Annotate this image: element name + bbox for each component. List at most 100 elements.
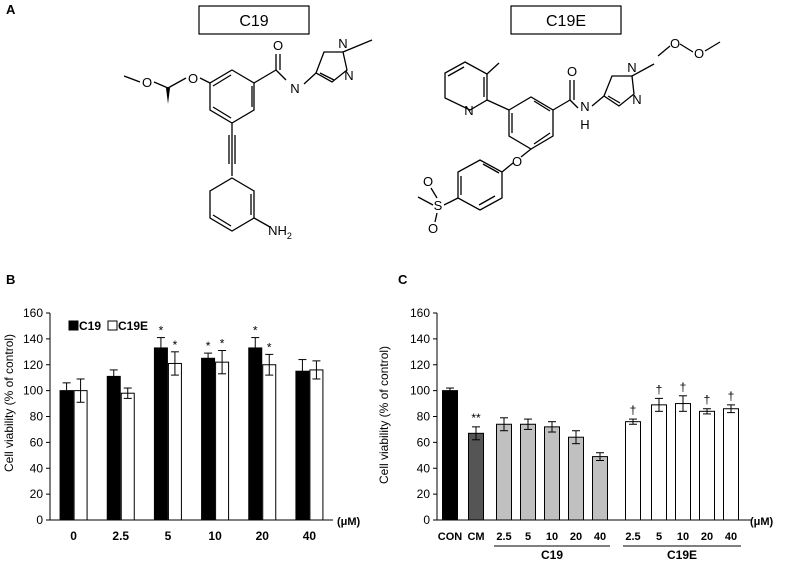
- chart-c-ytick-label: 160: [410, 306, 430, 320]
- chart-c-xtick-label: 10: [677, 531, 689, 543]
- svg-text:H: H: [580, 117, 589, 132]
- structure-c19-bonds: [123, 39, 373, 232]
- chart-c: Cell viability (% of control) (μM) 0 20 40…: [377, 306, 774, 562]
- structure-c19-title-box: [198, 5, 310, 35]
- structure-c19-atoms: O N O O N N NH2: [142, 36, 354, 241]
- chart-b-legend-label-c19: C19: [79, 319, 101, 333]
- chart-c-bar: [723, 408, 739, 521]
- chart-c-bar: [468, 432, 484, 521]
- panel-label-c: C: [398, 272, 408, 287]
- chart-b-significance-label: *: [173, 338, 178, 352]
- chart-c-significance-label: †: [656, 382, 663, 396]
- chart-c-xtick-label: 5: [656, 531, 662, 543]
- chart-c-bar: [442, 390, 458, 521]
- chart-c-ytick-label: 100: [410, 384, 430, 398]
- chart-c-xtick-label: 5: [525, 531, 531, 543]
- chart-c-ytick-label: 80: [417, 410, 431, 424]
- svg-text:O: O: [428, 221, 438, 236]
- chart-b-bar-c19e: [309, 369, 324, 521]
- chart-c-bar: [675, 403, 691, 521]
- chart-b-bar-c19: [201, 357, 216, 521]
- svg-text:S: S: [434, 198, 443, 213]
- chart-c-bar: [625, 421, 641, 521]
- chart-c-bar: [544, 426, 560, 521]
- panel-label-a: A: [6, 2, 16, 17]
- chart-b-unit: (μM): [337, 516, 361, 528]
- structure-c19: C19 O N: [123, 5, 373, 241]
- chart-c-significance-label: †: [728, 389, 735, 403]
- chart-b-ytick-label: 140: [23, 332, 43, 346]
- chart-c-ytick-label: 140: [410, 332, 430, 346]
- chart-b-ytick-label: 0: [36, 513, 43, 527]
- chart-c-significance-label: †: [704, 393, 711, 407]
- chart-c-bar: [568, 436, 584, 521]
- structure-c19e-title: C19E: [546, 13, 586, 30]
- chart-b-legend-label-c19e: C19E: [118, 319, 148, 333]
- chart-b-bar-c19: [248, 347, 263, 521]
- chart-c-unit: (μM): [750, 516, 774, 528]
- chart-b-ytick-label: 80: [30, 410, 44, 424]
- chart-b-xtick-label: 10: [208, 529, 222, 543]
- chart-b-xtick-label: 5: [165, 529, 172, 543]
- svg-text:O: O: [423, 174, 433, 189]
- chart-b-xtick-label: 0: [70, 529, 77, 543]
- svg-text:N: N: [580, 99, 589, 114]
- svg-text:O: O: [694, 46, 704, 61]
- svg-text:N: N: [338, 36, 347, 51]
- chart-c-ylabel: Cell viability (% of control): [377, 346, 391, 484]
- structure-c19-title: C19: [239, 13, 268, 30]
- chart-c-xtick-label: 20: [570, 531, 582, 543]
- structure-c19e-title-box: [510, 5, 622, 35]
- chart-b-bar-c19e: [167, 362, 182, 521]
- chart-b-significance-label: *: [267, 340, 272, 354]
- svg-text:O: O: [142, 75, 152, 90]
- chart-b-bar-c19e: [215, 361, 230, 521]
- chart-b-ytick-label: 100: [23, 384, 43, 398]
- structure-c19e: C19E: [417, 5, 721, 236]
- chart-c-ytick-label: 40: [417, 461, 431, 475]
- chart-c-xtick-label: 40: [725, 531, 737, 543]
- chart-c-bar: [651, 404, 667, 521]
- structure-c19-wedge: [166, 88, 170, 104]
- svg-text:O: O: [273, 38, 283, 53]
- chart-b-significance-label: *: [220, 337, 225, 351]
- chart-c-ytick-label: 120: [410, 358, 430, 372]
- chart-b-ytick-label: 160: [23, 306, 43, 320]
- chart-c-xtick-label: 2.5: [496, 531, 511, 543]
- chart-b-significance-label: *: [206, 339, 211, 353]
- chart-b-legend-swatch-c19e: [107, 320, 118, 331]
- svg-text:O: O: [567, 64, 577, 79]
- chart-c-xtick-label: CM: [467, 531, 484, 543]
- chart-c-ytick-label: 20: [417, 487, 431, 501]
- structure-c19e-bonds: [417, 41, 721, 223]
- chart-b-bar-c19: [153, 347, 168, 521]
- chart-c-bar: [496, 423, 512, 521]
- chart-c-xtick-label: CON: [438, 531, 463, 543]
- chart-c-significance-label: **: [471, 411, 481, 425]
- chart-b-bar-c19e: [73, 390, 88, 521]
- chart-c-significance-label: †: [680, 380, 687, 394]
- chart-b-ylabel: Cell viability (% of control): [2, 334, 16, 472]
- svg-text:N: N: [290, 81, 299, 96]
- chart-c-xtick-label: 20: [701, 531, 713, 543]
- chart-b-bar-c19: [106, 375, 121, 521]
- chart-c-bar: [699, 410, 715, 521]
- chart-b-legend-swatch-c19: [68, 320, 79, 331]
- structure-c19e-atoms: N O N H O S O O N N O O: [423, 36, 704, 236]
- chart-b-xtick-label: 40: [303, 529, 317, 543]
- chart-c-xtick-label: 2.5: [625, 531, 640, 543]
- svg-text:O: O: [670, 36, 680, 51]
- chart-c-significance-label: †: [630, 403, 637, 417]
- svg-text:N: N: [627, 60, 636, 75]
- chart-c-bar: [592, 456, 608, 521]
- chart-b: Cell viability (% of control) (μM) 0 20 40…: [2, 306, 361, 543]
- chart-b-significance-label: *: [159, 324, 164, 338]
- chart-b-xtick-label: 20: [256, 529, 270, 543]
- panel-label-b: B: [6, 272, 16, 287]
- svg-text:N: N: [464, 103, 473, 118]
- chart-b-xtick-label: 2.5: [112, 529, 129, 543]
- svg-text:NH2: NH2: [268, 223, 292, 241]
- chart-b-ytick-label: 40: [30, 461, 44, 475]
- chart-b-ytick-label: 20: [30, 487, 44, 501]
